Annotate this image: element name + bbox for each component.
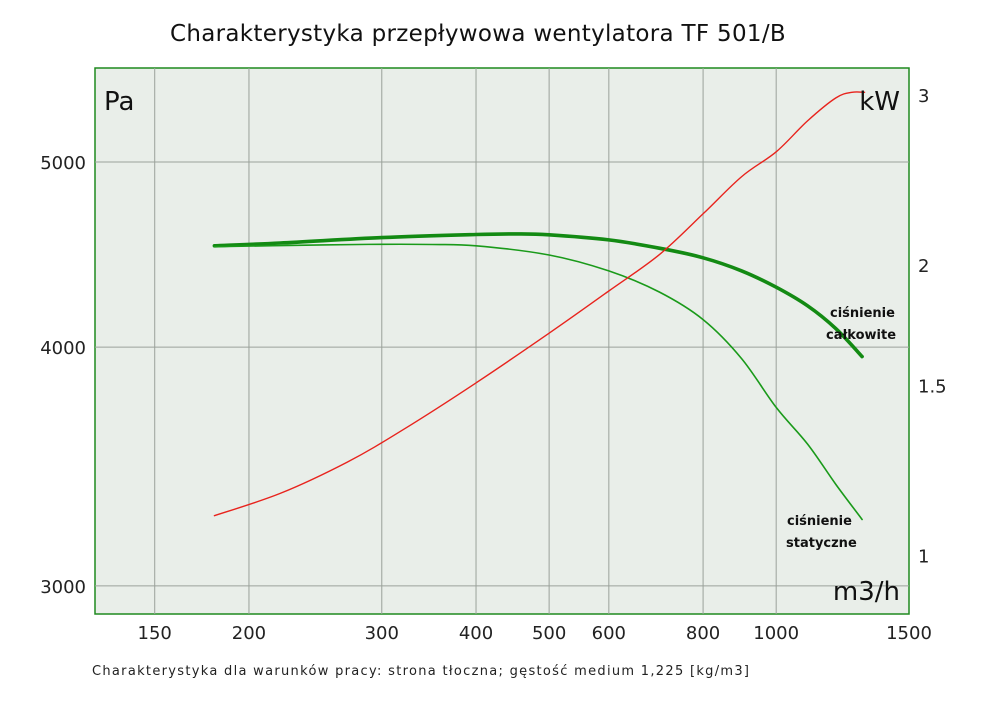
- y-tick-label: 5000: [40, 153, 86, 174]
- x-tick-label: 300: [365, 623, 399, 644]
- svg-text:ciśnienie: ciśnienie: [787, 514, 852, 529]
- x-tick-label: 600: [592, 623, 626, 644]
- x-axis-label: m3/h: [833, 577, 900, 607]
- x-tick-label: 1000: [753, 623, 799, 644]
- y2-axis-label: kW: [859, 87, 900, 117]
- power-line: [213, 91, 866, 517]
- y2-tick-label: 3: [918, 86, 929, 107]
- svg-text:statyczne: statyczne: [786, 536, 857, 551]
- plot-area: [94, 67, 910, 615]
- x-tick-label: 500: [532, 623, 566, 644]
- y-tick-label: 3000: [40, 577, 86, 598]
- grid-lines: [95, 68, 909, 614]
- label-static-pressure: ciśnienie statyczne: [786, 514, 857, 551]
- static-pressure-line: [213, 243, 863, 521]
- chart-title: Charakterystyka przepływowa wentylatora …: [170, 21, 786, 47]
- svg-text:ciśnienie: ciśnienie: [830, 306, 895, 321]
- x-tick-label: 200: [232, 623, 266, 644]
- x-tick-label: 400: [459, 623, 493, 644]
- chart-footnote: Charakterystyka dla warunków pracy: stro…: [92, 664, 750, 679]
- data-series: [212, 91, 866, 521]
- y2-tick-label: 1: [918, 547, 929, 568]
- label-total-pressure: ciśnienie całkowite: [826, 306, 896, 343]
- x-tick-label: 800: [686, 623, 720, 644]
- y-tick-label: 4000: [40, 338, 86, 359]
- y2-tick-label: 2: [918, 256, 929, 277]
- tick-labels: 150 200 300 400 500 600 800 1000 1500 3000 4000 500…: [40, 86, 946, 644]
- x-tick-label: 150: [138, 623, 172, 644]
- y-axis-label: Pa: [104, 87, 134, 117]
- x-tick-label: 1500: [886, 623, 932, 644]
- svg-text:całkowite: całkowite: [826, 328, 896, 343]
- y2-tick-label: 1.5: [918, 377, 947, 398]
- total-pressure-line: [212, 232, 864, 359]
